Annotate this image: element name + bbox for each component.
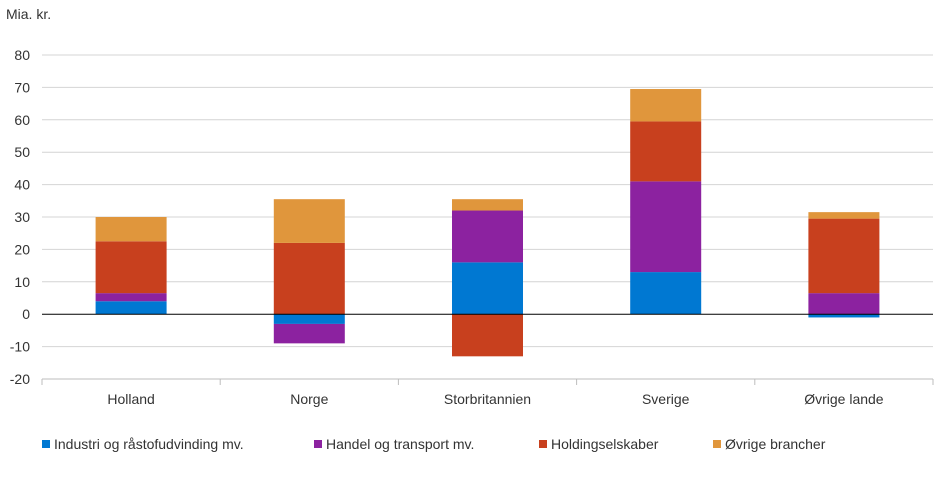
y-tick-label: 50	[14, 144, 30, 160]
bar-segment	[95, 217, 167, 242]
bar-segment	[808, 212, 880, 219]
y-tick-label: 80	[14, 47, 30, 63]
bar-segment	[273, 242, 345, 315]
y-tick-label: 70	[14, 79, 30, 95]
legend-label: Holdingselskaber	[551, 436, 659, 452]
bar-segment	[630, 89, 702, 122]
bar-segment	[273, 314, 345, 324]
y-tick-label: 20	[14, 241, 30, 257]
y-tick-label: 60	[14, 112, 30, 128]
bar-segment	[630, 272, 702, 315]
y-tick-label: 30	[14, 209, 30, 225]
legend-swatch	[713, 440, 721, 448]
legend-label: Industri og råstofudvinding mv.	[54, 436, 244, 452]
y-tick-label: -20	[10, 371, 30, 387]
legend-label: Øvrige brancher	[725, 436, 826, 452]
legend-swatch	[314, 440, 322, 448]
bar-segment	[808, 218, 880, 294]
y-tick-label: 0	[22, 306, 30, 322]
bar-segment	[630, 181, 702, 273]
bar-segment	[452, 262, 523, 315]
x-category-label: Øvrige lande	[804, 391, 884, 407]
bar-segment	[452, 314, 523, 357]
x-category-label: Norge	[290, 391, 328, 407]
legend-swatch	[42, 440, 50, 448]
legend-swatch	[539, 440, 547, 448]
bar-segment	[630, 121, 702, 182]
bar-segment	[452, 199, 523, 211]
y-tick-label: -10	[10, 339, 30, 355]
x-category-label: Holland	[107, 391, 154, 407]
x-category-label: Storbritannien	[444, 391, 531, 407]
bar-segment	[95, 301, 167, 315]
y-unit-label: Mia. kr.	[6, 6, 52, 22]
bar-segment	[452, 210, 523, 263]
bar-segment	[808, 293, 880, 315]
y-tick-label: 10	[14, 274, 30, 290]
x-category-label: Sverige	[642, 391, 690, 407]
bar-segment	[273, 199, 345, 243]
bar-segment	[273, 323, 345, 344]
bar-segment	[95, 293, 167, 302]
legend-label: Handel og transport mv.	[326, 436, 474, 452]
bar-segment	[808, 314, 880, 318]
bar-segment	[95, 241, 167, 294]
y-tick-label: 40	[14, 177, 30, 193]
